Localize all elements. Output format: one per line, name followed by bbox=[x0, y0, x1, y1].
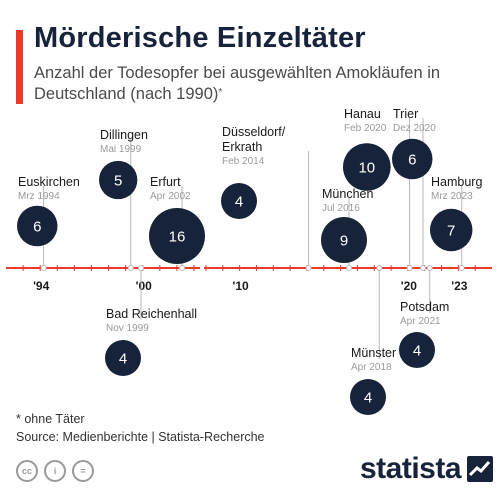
timeline-year-label: '23 bbox=[451, 279, 468, 293]
victims-bubble bbox=[105, 340, 141, 376]
event-date-label: Mai 1999 bbox=[100, 144, 142, 155]
chart-title: Mörderische Einzeltäter bbox=[34, 22, 366, 54]
event-place-label: Erkrath bbox=[222, 140, 262, 154]
event-axis-marker bbox=[138, 265, 145, 271]
event-place-label: Potsdam bbox=[400, 300, 449, 314]
event-place-label: Hanau bbox=[344, 107, 381, 121]
victims-count-label: 7 bbox=[447, 223, 455, 240]
event-place-label: Trier bbox=[393, 107, 418, 121]
source-note: Source: Medienberichte | Statista-Recher… bbox=[16, 430, 265, 444]
cc-icon[interactable]: cc bbox=[16, 460, 38, 482]
title-accent-bar bbox=[16, 30, 23, 104]
event-date-label: Nov 1999 bbox=[106, 323, 149, 334]
event-axis-marker bbox=[406, 265, 413, 271]
victims-bubble bbox=[321, 217, 367, 263]
victims-count-label: 4 bbox=[413, 343, 421, 360]
event-place-label: Hamburg bbox=[431, 175, 482, 189]
victims-count-label: 4 bbox=[364, 390, 372, 407]
event-date-label: Mrz 1994 bbox=[18, 191, 60, 202]
event-place-label: München bbox=[322, 187, 373, 201]
event-date-label: Dez 2020 bbox=[393, 123, 436, 134]
event-axis-marker bbox=[305, 265, 312, 271]
equals-icon[interactable]: = bbox=[72, 460, 94, 482]
event-date-label: Mrz 2023 bbox=[431, 191, 473, 202]
event-axis-marker bbox=[376, 265, 383, 271]
event-axis-marker bbox=[458, 265, 465, 271]
event-place-label: Dillingen bbox=[100, 128, 148, 142]
event-axis-marker bbox=[179, 265, 186, 271]
event-place-label: Erfurt bbox=[150, 175, 181, 189]
event-axis-marker bbox=[346, 265, 352, 271]
timeline-year-label: '00 bbox=[136, 279, 153, 293]
event-axis-marker bbox=[420, 265, 427, 271]
brand-name: statista bbox=[360, 452, 462, 485]
victims-bubble bbox=[392, 138, 433, 180]
victims-bubble bbox=[399, 332, 435, 368]
timeline-year-label: '10 bbox=[233, 279, 250, 293]
event-place-label: Bad Reichenhall bbox=[106, 307, 197, 321]
event-date-label: Apr 2018 bbox=[351, 362, 392, 373]
event-date-label: Jul 2016 bbox=[322, 203, 360, 214]
person-icon[interactable]: i bbox=[44, 460, 66, 482]
timeline-year-label: '20 bbox=[401, 279, 418, 293]
event-date-label: Apr 2002 bbox=[150, 191, 191, 202]
victims-bubble bbox=[430, 208, 473, 252]
event-axis-marker bbox=[40, 265, 47, 271]
victims-bubble bbox=[99, 160, 138, 200]
victims-bubble bbox=[17, 205, 58, 247]
event-date-label: Feb 2014 bbox=[222, 156, 265, 167]
event-date-label: Apr 2021 bbox=[400, 316, 441, 327]
victims-bubble bbox=[343, 143, 391, 191]
subtitle-footnote-mark: * bbox=[218, 87, 223, 98]
victims-count-label: 5 bbox=[114, 173, 122, 190]
timeline-year-label: '94 bbox=[33, 279, 50, 293]
chart-subtitle: Anzahl der Todesopfer bei ausgewählten A… bbox=[34, 63, 454, 105]
subtitle-text: Anzahl der Todesopfer bei ausgewählten A… bbox=[34, 64, 441, 103]
event-place-label: Euskirchen bbox=[18, 175, 80, 189]
victims-bubble bbox=[149, 208, 205, 264]
victims-count-label: 6 bbox=[33, 219, 41, 236]
event-place-label: Münster bbox=[351, 346, 396, 360]
victims-count-label: 4 bbox=[235, 194, 243, 211]
statista-mark-icon bbox=[467, 456, 494, 482]
victims-count-label: 9 bbox=[340, 233, 348, 250]
victims-count-label: 16 bbox=[169, 229, 186, 246]
statista-logo[interactable]: statista bbox=[360, 452, 494, 486]
license-icons: cc i = bbox=[16, 460, 94, 482]
event-axis-marker bbox=[426, 265, 433, 271]
event-place-label: Düsseldorf/ bbox=[222, 125, 286, 139]
victims-count-label: 10 bbox=[358, 160, 375, 177]
footnote: * ohne Täter bbox=[16, 412, 85, 426]
victims-bubble bbox=[350, 379, 386, 415]
event-date-label: Feb 2020 bbox=[344, 123, 387, 134]
victims-count-label: 4 bbox=[119, 351, 127, 368]
victims-count-label: 6 bbox=[408, 152, 416, 169]
event-axis-marker bbox=[127, 265, 134, 271]
victims-bubble bbox=[221, 183, 257, 219]
